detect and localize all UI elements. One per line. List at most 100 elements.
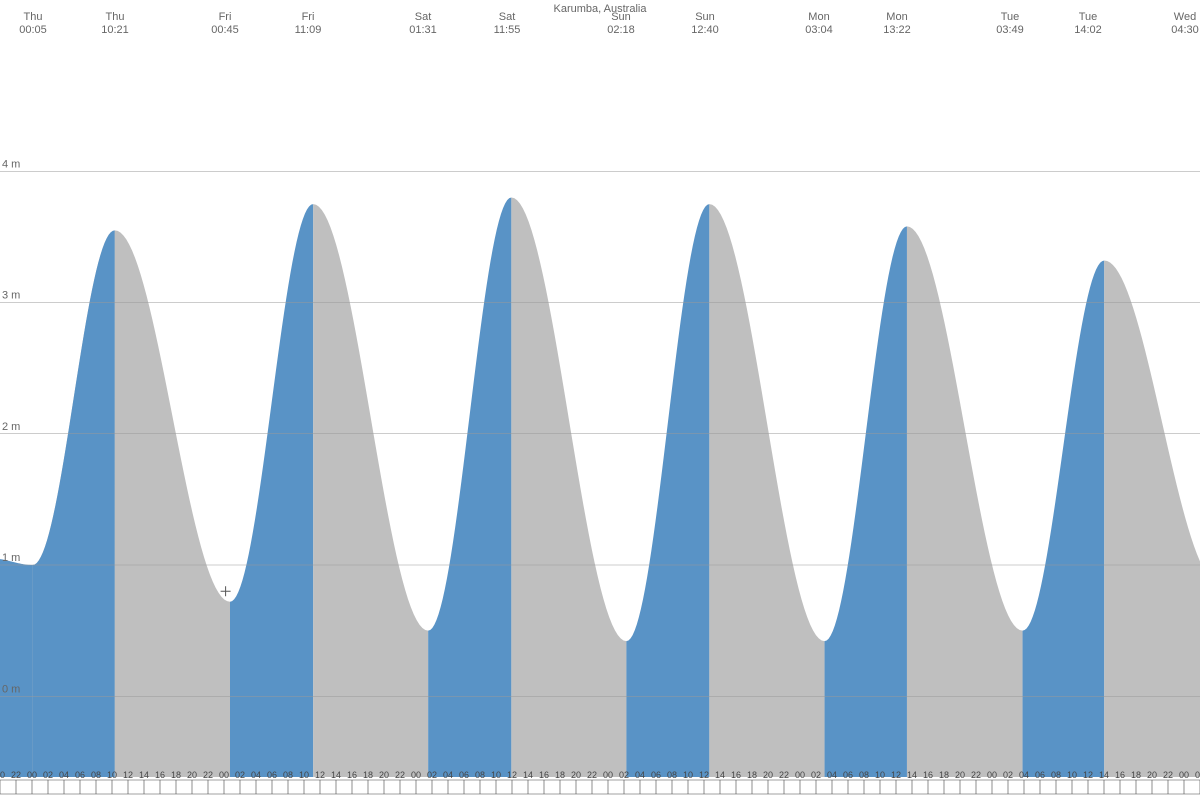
x-tick-label: 00 <box>1179 770 1189 780</box>
x-tick-label: 00 <box>795 770 805 780</box>
x-tick-label: 12 <box>507 770 517 780</box>
header-day: Thu <box>24 11 43 23</box>
x-tick-label: 10 <box>875 770 885 780</box>
x-tick-label: 20 <box>187 770 197 780</box>
tide-rising <box>428 198 511 778</box>
x-tick-label: 08 <box>475 770 485 780</box>
x-tick-label: 10 <box>107 770 117 780</box>
header-time: 11:55 <box>494 24 521 36</box>
x-tick-label: 22 <box>203 770 213 780</box>
header-day: Tue <box>1001 11 1020 23</box>
tide-falling <box>709 204 824 777</box>
header-time: 14:02 <box>1074 24 1102 36</box>
header-day: Mon <box>808 11 829 23</box>
x-tick-label: 02 <box>619 770 629 780</box>
x-tick-label: 08 <box>283 770 293 780</box>
x-tick-label: 04 <box>1019 770 1029 780</box>
x-tick-label: 18 <box>939 770 949 780</box>
header-time: 02:18 <box>607 24 635 36</box>
x-tick-label: 14 <box>715 770 725 780</box>
x-tick-label: 06 <box>651 770 661 780</box>
header-time: 12:40 <box>691 24 719 36</box>
x-tick-label: 22 <box>1163 770 1173 780</box>
tide-falling <box>1104 261 1200 778</box>
x-tick-label: 12 <box>891 770 901 780</box>
y-tick-label: 4 m <box>2 158 20 170</box>
x-tick-label: 02 <box>1195 770 1200 780</box>
tide-falling <box>313 204 428 777</box>
x-tick-label: 06 <box>75 770 85 780</box>
x-tick-label: 20 <box>571 770 581 780</box>
header-time: 11:09 <box>295 24 322 36</box>
header-time: 04:30 <box>1171 24 1199 36</box>
x-tick-label: 14 <box>331 770 341 780</box>
header-time: 13:22 <box>883 24 911 36</box>
x-tick-label: 18 <box>747 770 757 780</box>
x-tick-label: 02 <box>811 770 821 780</box>
x-tick-label: 18 <box>555 770 565 780</box>
tide-rising <box>0 558 33 777</box>
x-tick-label: 20 <box>955 770 965 780</box>
tide-rising <box>33 230 115 777</box>
x-tick-label: 14 <box>907 770 917 780</box>
x-tick-label: 16 <box>1115 770 1125 780</box>
cross-marker <box>221 586 231 596</box>
header-time: 00:05 <box>19 24 47 36</box>
x-tick-label: 14 <box>1099 770 1109 780</box>
tide-areas <box>0 198 1200 778</box>
x-tick-label: 20 <box>1147 770 1157 780</box>
x-tick-label: 08 <box>859 770 869 780</box>
x-tick-label: 06 <box>843 770 853 780</box>
header-day: Sun <box>695 11 715 23</box>
header-day: Thu <box>106 11 125 23</box>
x-tick-label: 04 <box>635 770 645 780</box>
header-day: Sun <box>611 11 631 23</box>
x-tick-label: 20 <box>379 770 389 780</box>
x-tick-label: 04 <box>827 770 837 780</box>
x-tick-label: 18 <box>1131 770 1141 780</box>
x-tick-label: 00 <box>27 770 37 780</box>
tide-rising <box>626 204 709 777</box>
header-time: 03:49 <box>996 24 1024 36</box>
x-tick-label: 18 <box>363 770 373 780</box>
x-tick-label: 04 <box>59 770 69 780</box>
header-time: 10:21 <box>101 24 129 36</box>
x-tick-label: 10 <box>491 770 501 780</box>
x-tick-label: 12 <box>699 770 709 780</box>
x-tick-label: 16 <box>731 770 741 780</box>
x-tick-label: 04 <box>251 770 261 780</box>
x-tick-label: 10 <box>299 770 309 780</box>
tide-falling <box>907 226 1023 777</box>
x-tick-label: 22 <box>971 770 981 780</box>
x-tick-label: 00 <box>603 770 613 780</box>
x-tick-label: 14 <box>523 770 533 780</box>
y-tick-label: 1 m <box>2 552 20 564</box>
x-tick-label: 22 <box>395 770 405 780</box>
x-tick-label: 12 <box>1083 770 1093 780</box>
header-day: Wed <box>1174 11 1196 23</box>
header-time: 00:45 <box>211 24 239 36</box>
x-tick-label: 06 <box>267 770 277 780</box>
x-tick-label: 12 <box>123 770 133 780</box>
x-tick-label: 06 <box>1035 770 1045 780</box>
header-day: Mon <box>886 11 907 23</box>
x-tick-label: 18 <box>171 770 181 780</box>
y-tick-label: 2 m <box>2 421 20 433</box>
tide-falling <box>115 230 230 777</box>
x-tick-label: 04 <box>443 770 453 780</box>
x-tick-label: 20 <box>0 770 5 780</box>
tide-chart: Karumba, AustraliaThu00:05Thu10:21Fri00:… <box>0 0 1200 800</box>
header-day: Tue <box>1079 11 1098 23</box>
header-day: Fri <box>219 11 232 23</box>
x-tick-label: 02 <box>43 770 53 780</box>
header-day: Sat <box>415 11 432 23</box>
x-tick-label: 12 <box>315 770 325 780</box>
header-time: 03:04 <box>805 24 833 36</box>
x-tick-label: 22 <box>779 770 789 780</box>
x-tick-label: 16 <box>539 770 549 780</box>
x-tick-label: 00 <box>987 770 997 780</box>
x-tick-label: 10 <box>683 770 693 780</box>
y-tick-label: 0 m <box>2 683 20 695</box>
x-tick-label: 02 <box>1003 770 1013 780</box>
x-tick-label: 06 <box>459 770 469 780</box>
